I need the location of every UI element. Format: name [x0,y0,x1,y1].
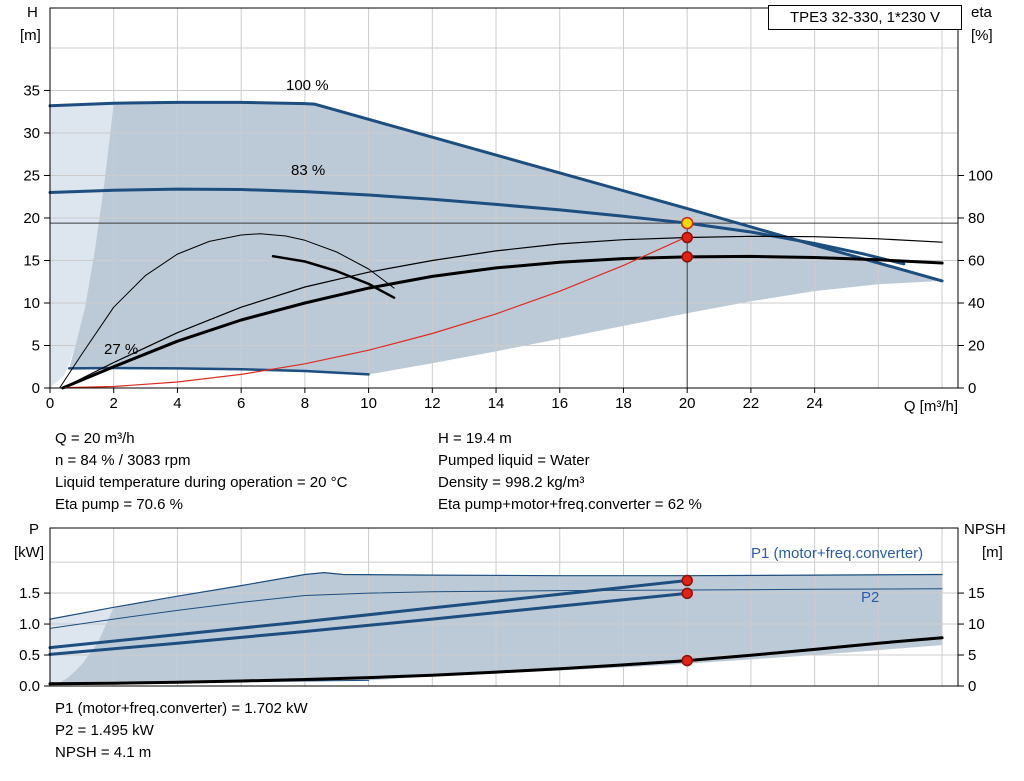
p-axis-unit: [kW] [14,544,44,561]
eta-axis-unit: [%] [971,27,993,44]
svg-text:0.0: 0.0 [19,678,40,695]
svg-text:30: 30 [23,125,40,142]
svg-text:5: 5 [968,647,976,664]
svg-text:15: 15 [968,585,985,602]
eta-pump-point [681,231,693,244]
p2-operating [48,591,689,656]
curve-label-27pct: 27 % [104,341,139,358]
npsh-axis-unit: [m] [982,544,1003,561]
readout-eta-pump: Eta pump = 70.6 % [55,496,183,513]
svg-text:22: 22 [743,395,760,412]
svg-text:24: 24 [806,395,823,412]
eta-total-curve [61,254,944,390]
p1-max-speed [49,571,943,620]
power-envelope [59,572,943,684]
svg-text:0: 0 [968,678,976,695]
svg-text:80: 80 [968,210,985,227]
readout-q: Q = 20 m³/h [55,430,135,447]
svg-text:20: 20 [968,337,985,354]
p1-operating [48,579,689,650]
curve-label-p2: P2 [861,589,880,606]
readout-liquid-temp: Liquid temperature during operation = 20… [55,474,348,491]
readout-eta-total: Eta pump+motor+freq.converter = 62 % [438,496,702,513]
eta-axis-label: eta [971,4,992,21]
p-axis-label: P [29,521,40,538]
eta-pump-curve [62,235,943,389]
readout-h: H = 19.4 m [438,430,512,447]
h-axis-unit: [m] [20,27,41,44]
readout-npsh: NPSH = 4.1 m [55,744,152,761]
svg-text:16: 16 [551,395,568,412]
qh-plot-frame [49,7,959,389]
svg-text:0.5: 0.5 [19,647,40,664]
svg-text:1.0: 1.0 [19,616,40,633]
readout-speed: n = 84 % / 3083 rpm [55,452,191,469]
svg-text:10: 10 [23,295,40,312]
svg-text:60: 60 [968,252,985,269]
curve-label-100pct: 100 % [286,77,329,94]
curve-label-83pct: 83 % [291,162,326,179]
readout-density: Density = 998.2 kg/m³ [438,474,585,491]
svg-text:35: 35 [23,82,40,99]
duty-point [680,216,694,230]
p2-max-speed [49,588,943,629]
power-plot-frame [49,527,959,687]
svg-text:0: 0 [46,395,54,412]
svg-text:4: 4 [173,395,181,412]
npsh-curve [48,636,944,686]
svg-text:12: 12 [424,395,441,412]
svg-text:0: 0 [968,380,976,397]
q-axis-label: Q [m³/h] [903,398,958,415]
svg-text:40: 40 [968,295,985,312]
curve-label-p1: P1 (motor+freq.converter) [751,545,924,562]
svg-text:2: 2 [110,395,118,412]
eta-total-point [681,251,693,263]
readout-p1: P1 (motor+freq.converter) = 1.702 kW [55,700,308,717]
svg-text:20: 20 [679,395,696,412]
svg-text:18: 18 [615,395,632,412]
npsh-point [681,654,693,667]
svg-text:6: 6 [237,395,245,412]
svg-text:20: 20 [23,210,40,227]
eta-pump-min-speed [59,233,395,389]
p2-point [681,587,693,600]
svg-text:100: 100 [968,167,993,184]
svg-text:8: 8 [301,395,309,412]
svg-text:25: 25 [23,167,40,184]
system-parabola [65,236,688,389]
npsh-axis-label: NPSH [964,521,1006,538]
min-speed-curve-27pct [67,366,370,376]
svg-text:5: 5 [32,337,40,354]
svg-text:15: 15 [23,252,40,269]
readout-p2: P2 = 1.495 kW [55,722,154,739]
readout-pumped-liquid: Pumped liquid = Water [438,452,590,469]
svg-text:1.5: 1.5 [19,585,40,602]
pump-model-title: TPE3 32-330, 1*230 V [768,5,962,31]
h-axis-label: H [27,4,38,21]
envelope-left-band [50,103,114,388]
max-speed-curve-100pct [48,100,944,283]
svg-text:14: 14 [488,395,505,412]
svg-text:10: 10 [360,395,377,412]
p1-point [681,574,693,587]
svg-text:10: 10 [968,616,985,633]
power-envelope-left-band [50,607,114,685]
eta-total-min-speed [271,254,396,299]
svg-text:0: 0 [32,380,40,397]
